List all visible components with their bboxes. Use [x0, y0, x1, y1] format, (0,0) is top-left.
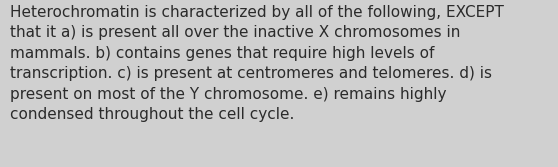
Text: Heterochromatin is characterized by all of the following, EXCEPT
that it a) is p: Heterochromatin is characterized by all … — [10, 5, 504, 122]
